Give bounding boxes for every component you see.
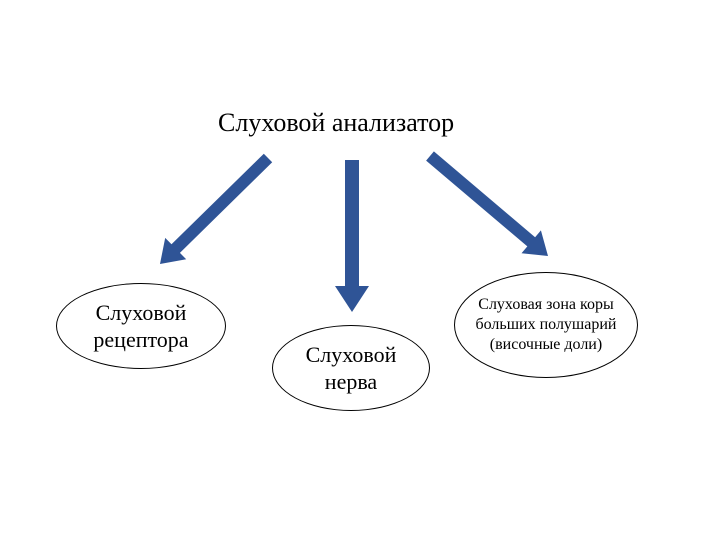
arrows-layer xyxy=(0,0,720,540)
node-receptor: Слуховой рецептора xyxy=(56,283,226,369)
arrow-0 xyxy=(160,154,272,264)
node-cortex: Слуховая зона коры больших полушарий (ви… xyxy=(454,272,638,378)
node-label: Слуховой рецептора xyxy=(57,295,225,358)
node-label: Слуховой нерва xyxy=(273,337,429,400)
node-nerve: Слуховой нерва xyxy=(272,325,430,411)
arrow-1 xyxy=(335,160,369,312)
node-label: Слуховая зона коры больших полушарий (ви… xyxy=(455,291,637,359)
diagram-title: Слуховой анализатор xyxy=(218,108,454,138)
arrow-2 xyxy=(426,151,548,256)
